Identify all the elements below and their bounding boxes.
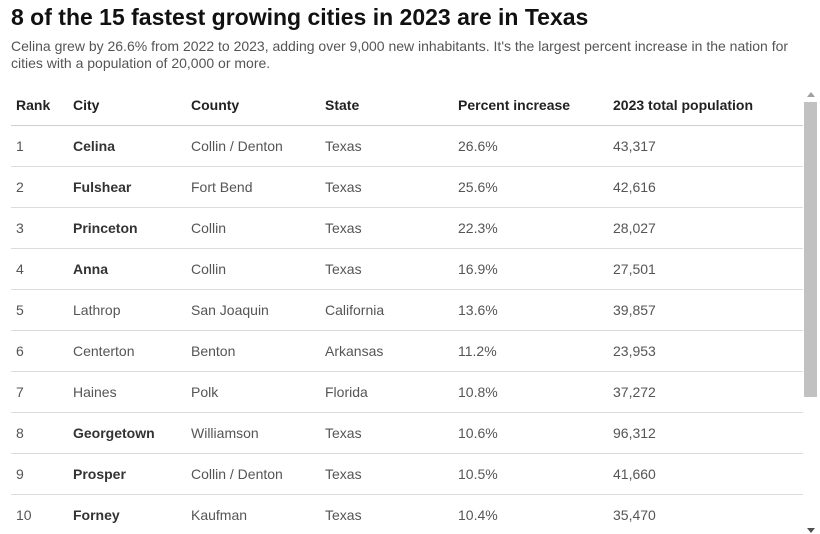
cell-county: Collin bbox=[186, 207, 320, 249]
cell-percent-increase: 10.6% bbox=[453, 412, 608, 454]
table-row: 4 Anna Collin Texas 16.9% 27,501 bbox=[11, 248, 803, 290]
cell-state: Texas bbox=[320, 166, 453, 208]
table-row: 3 Princeton Collin Texas 22.3% 28,027 bbox=[11, 207, 803, 249]
table-row: 1 Celina Collin / Denton Texas 26.6% 43,317 bbox=[11, 125, 803, 167]
cell-state: Texas bbox=[320, 125, 453, 167]
table-row: 7 Haines Polk Florida 10.8% 37,272 bbox=[11, 371, 803, 413]
cell-rank: 2 bbox=[11, 166, 68, 208]
cell-state: Texas bbox=[320, 207, 453, 249]
cell-population: 39,857 bbox=[608, 289, 803, 331]
cell-population: 41,660 bbox=[608, 453, 803, 495]
cell-population: 42,616 bbox=[608, 166, 803, 208]
table-row: 6 Centerton Benton Arkansas 11.2% 23,953 bbox=[11, 330, 803, 372]
chart-title: 8 of the 15 fastest growing cities in 20… bbox=[11, 4, 589, 30]
table-row: 5 Lathrop San Joaquin California 13.6% 39,857 bbox=[11, 289, 803, 331]
cell-state: Florida bbox=[320, 371, 453, 413]
cell-state: California bbox=[320, 289, 453, 331]
vertical-scrollbar[interactable] bbox=[803, 89, 818, 534]
table-row: 8 Georgetown Williamson Texas 10.6% 96,312 bbox=[11, 412, 803, 454]
cell-rank: 3 bbox=[11, 207, 68, 249]
cell-population: 43,317 bbox=[608, 125, 803, 167]
column-header-city: City bbox=[68, 85, 186, 126]
cell-state: Texas bbox=[320, 412, 453, 454]
cell-population: 28,027 bbox=[608, 207, 803, 249]
column-header-state: State bbox=[320, 85, 453, 126]
cell-percent-increase: 10.5% bbox=[453, 453, 608, 495]
table-row: 2 Fulshear Fort Bend Texas 25.6% 42,616 bbox=[11, 166, 803, 208]
cell-population: 35,470 bbox=[608, 494, 803, 534]
column-header-rank: Rank bbox=[11, 85, 68, 126]
column-header-percent-increase: Percent increase bbox=[453, 85, 608, 126]
cell-county: Kaufman bbox=[186, 494, 320, 534]
cell-city: Georgetown bbox=[68, 412, 186, 454]
cell-rank: 7 bbox=[11, 371, 68, 413]
cell-county: Fort Bend bbox=[186, 166, 320, 208]
cell-rank: 4 bbox=[11, 248, 68, 290]
cell-city: Forney bbox=[68, 494, 186, 534]
cell-percent-increase: 10.8% bbox=[453, 371, 608, 413]
cell-rank: 10 bbox=[11, 494, 68, 534]
column-header-population: 2023 total population bbox=[608, 85, 803, 126]
cell-percent-increase: 16.9% bbox=[453, 248, 608, 290]
cell-city: Lathrop bbox=[68, 289, 186, 331]
cell-county: Collin / Denton bbox=[186, 453, 320, 495]
cell-city: Prosper bbox=[68, 453, 186, 495]
table-header-row: Rank City County State Percent increase … bbox=[11, 85, 803, 126]
cell-rank: 5 bbox=[11, 289, 68, 331]
cell-rank: 1 bbox=[11, 125, 68, 167]
cell-percent-increase: 22.3% bbox=[453, 207, 608, 249]
cell-population: 96,312 bbox=[608, 412, 803, 454]
cell-state: Texas bbox=[320, 494, 453, 534]
table-row: 10 Forney Kaufman Texas 10.4% 35,470 bbox=[11, 494, 803, 534]
cell-percent-increase: 25.6% bbox=[453, 166, 608, 208]
chart-subtitle: Celina grew by 26.6% from 2022 to 2023, … bbox=[11, 38, 789, 71]
cell-county: Polk bbox=[186, 371, 320, 413]
table-container[interactable]: Rank City County State Percent increase … bbox=[11, 85, 803, 534]
cell-city: Anna bbox=[68, 248, 186, 290]
cell-county: Collin / Denton bbox=[186, 125, 320, 167]
cell-state: Texas bbox=[320, 248, 453, 290]
cell-county: Williamson bbox=[186, 412, 320, 454]
chevron-down-icon[interactable] bbox=[807, 528, 815, 533]
table-row: 9 Prosper Collin / Denton Texas 10.5% 41,660 bbox=[11, 453, 803, 495]
cell-city: Celina bbox=[68, 125, 186, 167]
cell-city: Princeton bbox=[68, 207, 186, 249]
cell-percent-increase: 11.2% bbox=[453, 330, 608, 372]
cell-city: Fulshear bbox=[68, 166, 186, 208]
cell-population: 37,272 bbox=[608, 371, 803, 413]
cities-table: Rank City County State Percent increase … bbox=[11, 85, 803, 534]
scrollbar-thumb[interactable] bbox=[804, 102, 817, 397]
cell-rank: 6 bbox=[11, 330, 68, 372]
cell-percent-increase: 13.6% bbox=[453, 289, 608, 331]
cell-state: Arkansas bbox=[320, 330, 453, 372]
cell-rank: 9 bbox=[11, 453, 68, 495]
cell-population: 27,501 bbox=[608, 248, 803, 290]
cell-percent-increase: 26.6% bbox=[453, 125, 608, 167]
chevron-up-icon[interactable] bbox=[807, 92, 815, 97]
cell-population: 23,953 bbox=[608, 330, 803, 372]
column-header-county: County bbox=[186, 85, 320, 126]
cell-city: Centerton bbox=[68, 330, 186, 372]
cell-county: San Joaquin bbox=[186, 289, 320, 331]
cell-percent-increase: 10.4% bbox=[453, 494, 608, 534]
cell-county: Benton bbox=[186, 330, 320, 372]
cell-city: Haines bbox=[68, 371, 186, 413]
cell-rank: 8 bbox=[11, 412, 68, 454]
cell-state: Texas bbox=[320, 453, 453, 495]
cell-county: Collin bbox=[186, 248, 320, 290]
table-body: 1 Celina Collin / Denton Texas 26.6% 43,317 2 F… bbox=[11, 125, 803, 534]
